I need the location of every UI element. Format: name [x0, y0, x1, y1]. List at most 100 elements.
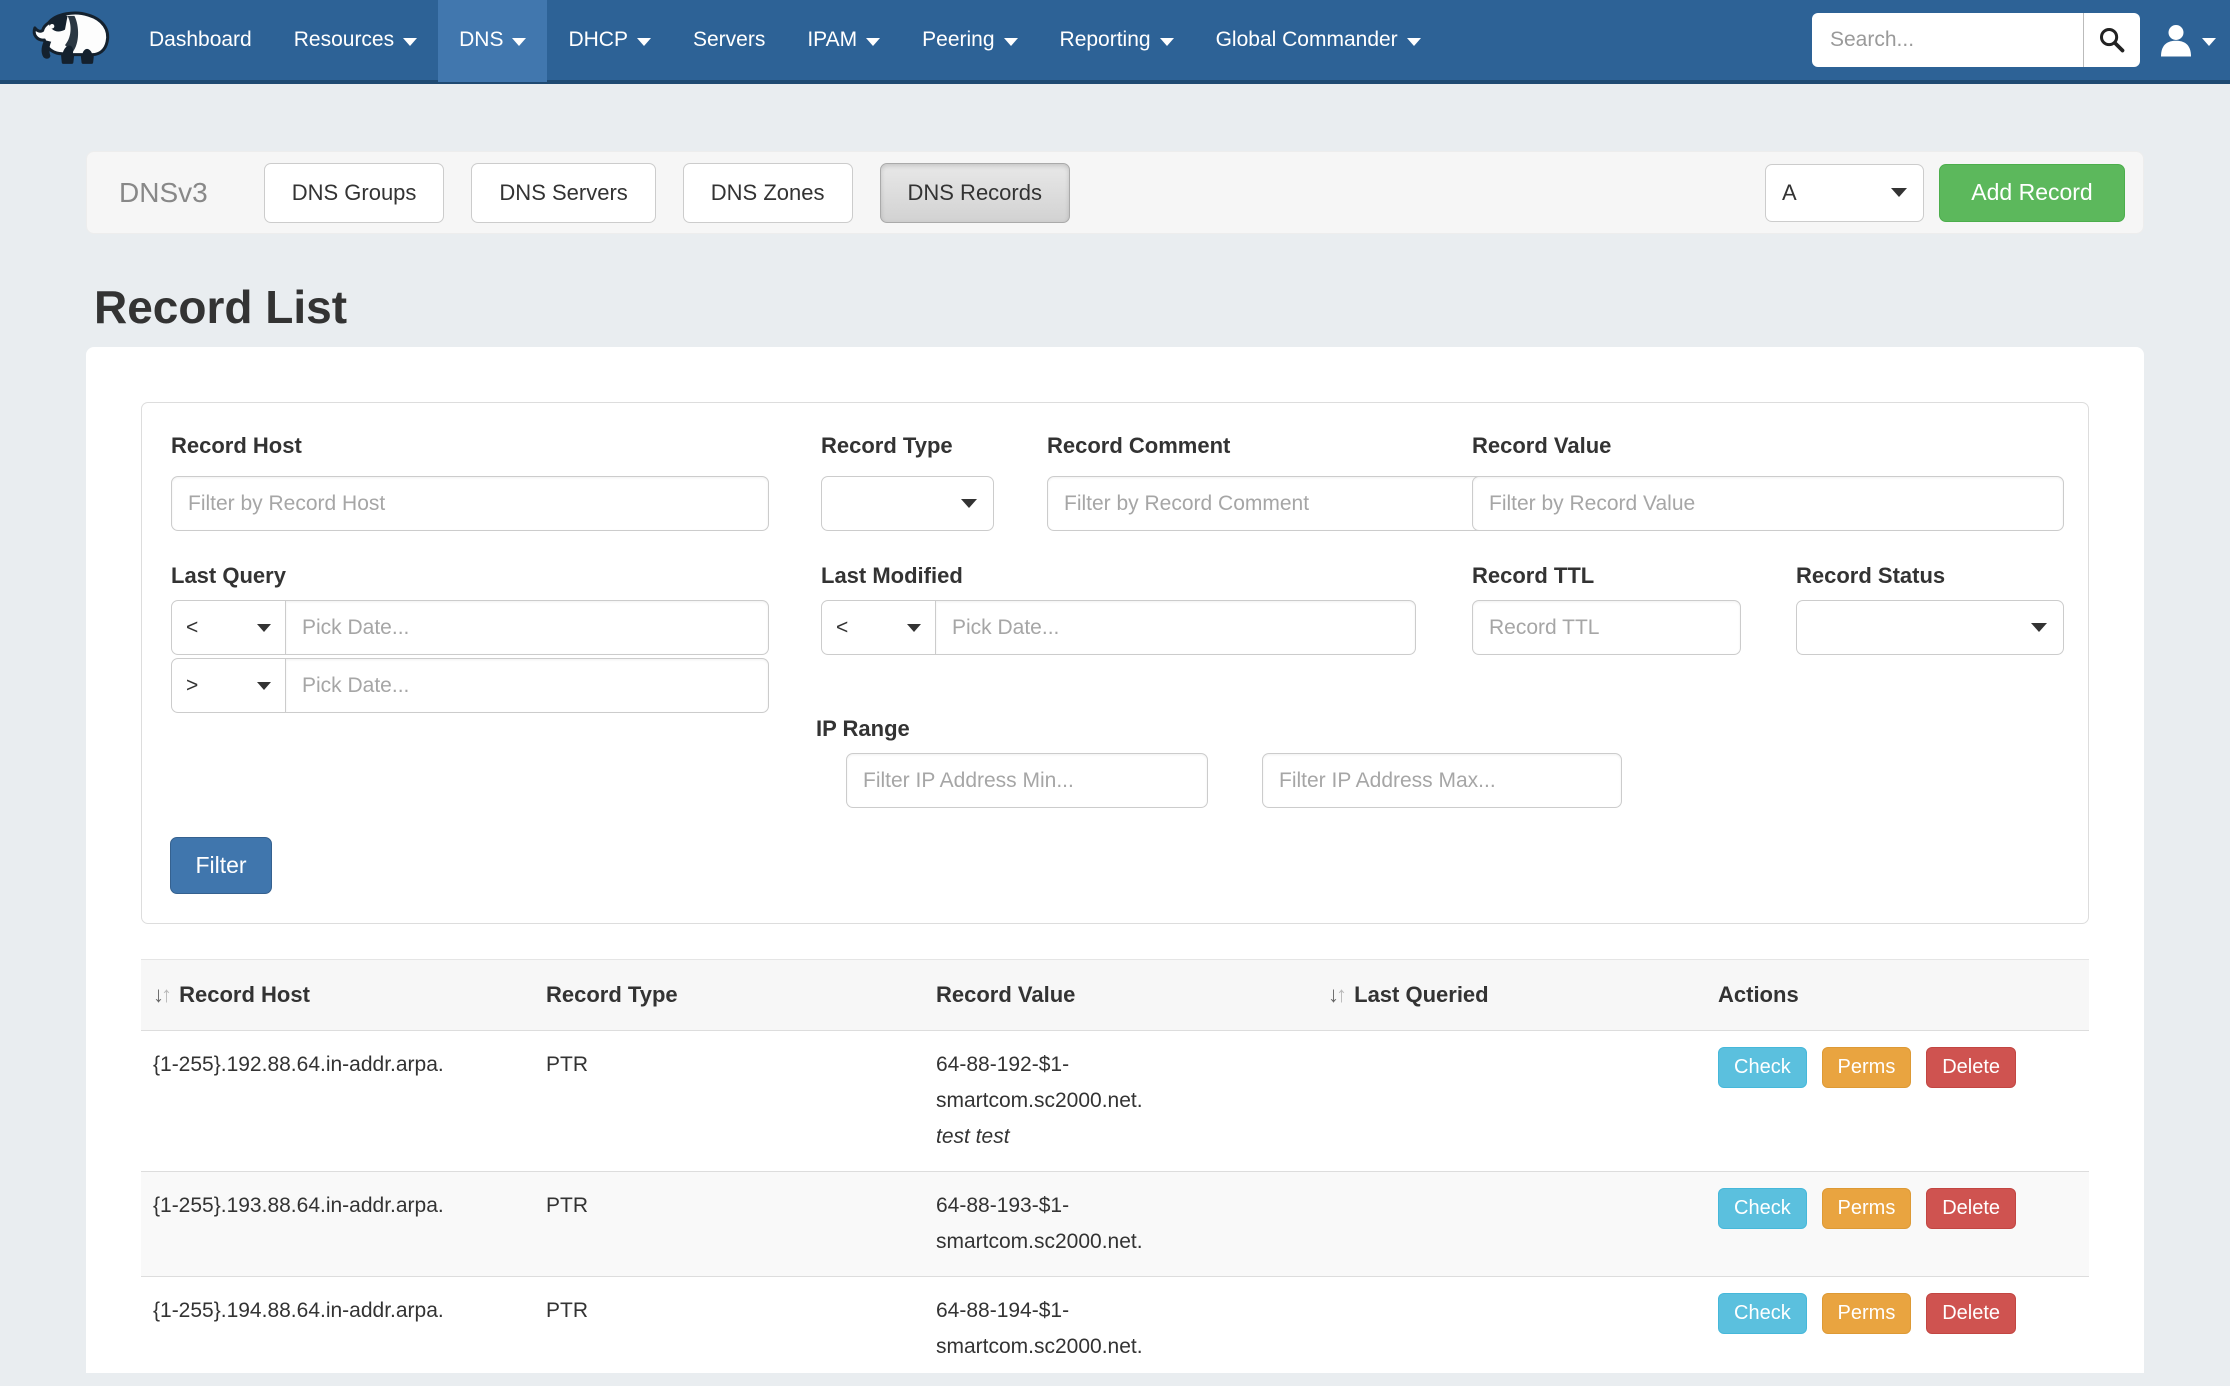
operator-value: > — [186, 673, 199, 697]
nav-label: Dashboard — [149, 28, 252, 51]
record-host-input[interactable] — [171, 476, 769, 531]
sort-header-last-queried[interactable]: ↓↑ Last Queried — [1316, 959, 1706, 1031]
nav-item-ipam[interactable]: IPAM — [786, 0, 901, 82]
search-input[interactable] — [1812, 13, 2083, 67]
record-value-label: Record Value — [1472, 433, 1612, 458]
record-status-select[interactable] — [1796, 600, 2064, 655]
brand-logo-link[interactable] — [0, 0, 114, 82]
record-ttl-input[interactable] — [1472, 600, 1741, 655]
table-row: {1-255}.193.88.64.in-addr.arpa. PTR 64-8… — [141, 1171, 2089, 1277]
ip-range-min-input[interactable] — [846, 753, 1208, 808]
delete-button[interactable]: Delete — [1926, 1188, 2016, 1229]
record-value-input[interactable] — [1472, 476, 2064, 531]
record-value-line: 64-88-193-$1- — [936, 1194, 1070, 1217]
last-modified-date-input[interactable] — [936, 600, 1416, 655]
record-type-filter-select[interactable] — [821, 476, 994, 531]
column-label: Record Type — [546, 982, 678, 1007]
filter-submit-button[interactable]: Filter — [170, 837, 272, 894]
nav-item-dashboard[interactable]: Dashboard — [128, 0, 273, 82]
record-host-cell: {1-255}.193.88.64.in-addr.arpa. — [141, 1171, 534, 1277]
record-comment-label: Record Comment — [1047, 433, 1231, 458]
nav-item-dhcp[interactable]: DHCP — [547, 0, 672, 82]
record-value-line: smartcom.sc2000.net. — [936, 1335, 1143, 1358]
header-record-type: Record Type — [534, 959, 924, 1031]
sort-arrows-icon: ↓↑ — [1328, 982, 1347, 1007]
dns-tabs: DNS Groups DNS Servers DNS Zones DNS Rec… — [263, 162, 1070, 223]
nav-item-peering[interactable]: Peering — [901, 0, 1038, 82]
delete-button[interactable]: Delete — [1926, 1293, 2016, 1334]
last-query-after-group: > — [171, 658, 769, 713]
column-label: Record Host — [179, 982, 310, 1007]
mammoth-logo-icon — [32, 11, 110, 64]
header-record-value: Record Value — [924, 959, 1316, 1031]
nav-item-dns[interactable]: DNS — [438, 0, 548, 82]
navbar-right — [1812, 13, 2216, 67]
record-ttl-label: Record TTL — [1472, 563, 1595, 588]
nav-item-resources[interactable]: Resources — [273, 0, 438, 82]
search-button[interactable] — [2083, 13, 2140, 67]
tab-dns-servers[interactable]: DNS Servers — [471, 162, 656, 223]
nav-label: Peering — [922, 28, 995, 51]
chevron-down-icon — [907, 623, 921, 632]
record-value-line: smartcom.sc2000.net. — [936, 1089, 1143, 1112]
last-queried-cell — [1316, 1171, 1706, 1277]
perms-button[interactable]: Perms — [1821, 1293, 1912, 1334]
ip-range-max-input[interactable] — [1262, 753, 1622, 808]
chevron-down-icon — [1891, 188, 1907, 197]
chevron-down-icon — [257, 681, 271, 690]
nav-item-servers[interactable]: Servers — [672, 0, 786, 82]
nav-label: Reporting — [1059, 28, 1151, 51]
header-actions: Actions — [1706, 959, 2089, 1031]
actions-cell: Check Perms Delete — [1706, 1171, 2089, 1277]
record-comment-text: test test — [936, 1125, 1010, 1148]
last-query-before-operator-select[interactable]: < — [171, 600, 286, 655]
nav-item-reporting[interactable]: Reporting — [1039, 0, 1195, 82]
check-button[interactable]: Check — [1718, 1047, 1807, 1088]
nav-label: Resources — [293, 28, 395, 51]
record-value-line: smartcom.sc2000.net. — [936, 1230, 1143, 1253]
record-value-line: 64-88-194-$1- — [936, 1299, 1070, 1322]
operator-value: < — [836, 615, 849, 639]
record-host-label: Record Host — [171, 433, 302, 458]
record-type-cell: PTR — [534, 1276, 924, 1373]
chevron-down-icon — [1159, 37, 1174, 46]
last-query-after-operator-select[interactable]: > — [171, 658, 286, 713]
last-query-before-group: < — [171, 600, 769, 655]
perms-button[interactable]: Perms — [1821, 1188, 1912, 1229]
user-menu[interactable] — [2158, 22, 2216, 58]
table-header-row: ↓↑ Record Host Record Type Record Value … — [141, 959, 2089, 1031]
record-type-cell: PTR — [534, 1171, 924, 1277]
check-button[interactable]: Check — [1718, 1188, 1807, 1229]
search-icon — [2099, 27, 2125, 53]
record-type-select[interactable]: A — [1765, 163, 1924, 222]
tab-dns-records[interactable]: DNS Records — [879, 162, 1070, 223]
tab-dns-zones[interactable]: DNS Zones — [682, 162, 853, 223]
page-title: Record List — [94, 281, 348, 333]
check-button[interactable]: Check — [1718, 1293, 1807, 1334]
last-query-label: Last Query — [171, 563, 286, 588]
column-label: Last Queried — [1354, 982, 1489, 1007]
table-row: {1-255}.194.88.64.in-addr.arpa. PTR 64-8… — [141, 1276, 2089, 1373]
tab-dns-groups[interactable]: DNS Groups — [263, 162, 445, 223]
nav-item-global-commander[interactable]: Global Commander — [1195, 0, 1442, 82]
sort-header-record-host[interactable]: ↓↑ Record Host — [141, 959, 534, 1031]
nav-label: DHCP — [568, 28, 628, 51]
last-modified-label: Last Modified — [821, 563, 963, 588]
add-record-button[interactable]: Add Record — [1939, 163, 2125, 222]
delete-button[interactable]: Delete — [1926, 1047, 2016, 1088]
nav-label: DNS — [459, 28, 504, 51]
chevron-down-icon — [403, 37, 418, 46]
last-queried-cell — [1316, 1030, 1706, 1172]
filter-panel: Record Host Record Type Record Comment R… — [141, 402, 2089, 924]
chevron-down-icon — [866, 37, 881, 46]
last-modified-operator-select[interactable]: < — [821, 600, 936, 655]
perms-button[interactable]: Perms — [1821, 1047, 1912, 1088]
last-queried-cell — [1316, 1276, 1706, 1373]
record-type-label: Record Type — [821, 433, 953, 458]
ip-range-label: IP Range — [816, 716, 910, 741]
last-query-after-date-input[interactable] — [286, 658, 769, 713]
column-label: Actions — [1718, 982, 1799, 1007]
chevron-down-icon — [636, 37, 651, 46]
last-query-before-date-input[interactable] — [286, 600, 769, 655]
record-value-cell: 64-88-192-$1- smartcom.sc2000.net. test … — [924, 1030, 1316, 1172]
